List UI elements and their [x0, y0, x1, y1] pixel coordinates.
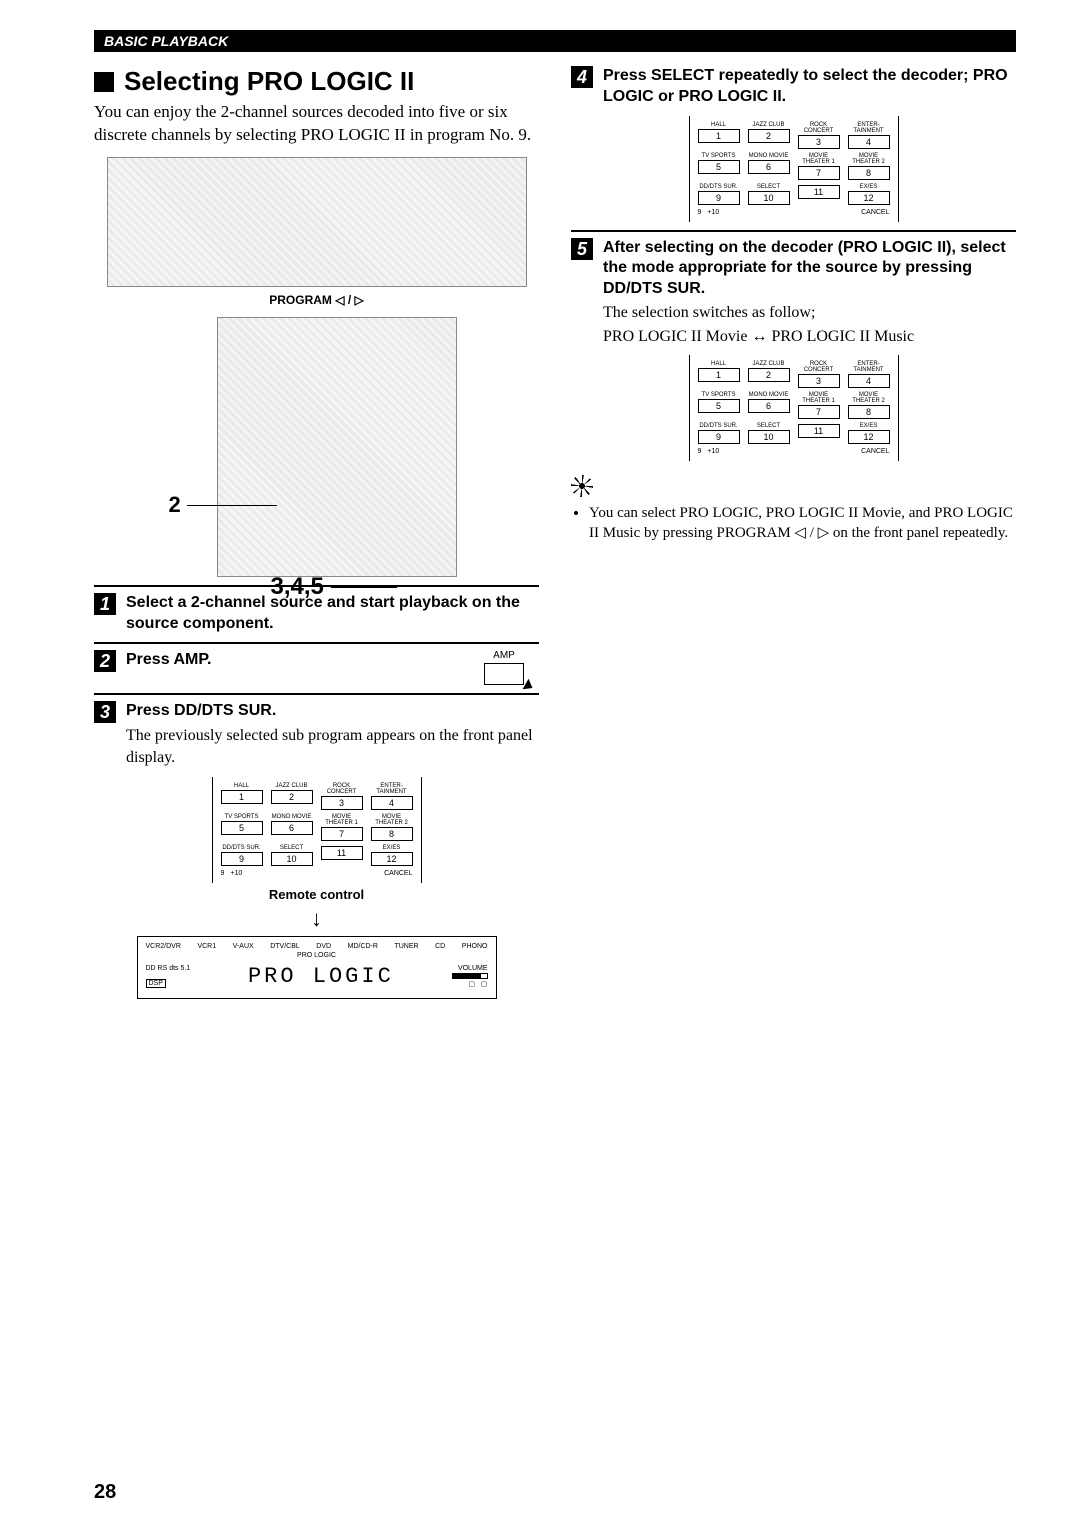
amp-icon: AMP [469, 650, 539, 685]
program-cell: HALL1 [698, 122, 740, 149]
receiver-caption: PROGRAM ◁ / ▷ [94, 293, 539, 307]
program-cell: JAZZ CLUB2 [271, 783, 313, 810]
program-cell: MOVIE THEATER 28 [371, 814, 413, 841]
program-cell: DD/DTS SUR.9 [698, 184, 740, 205]
receiver-figure [107, 157, 527, 287]
display-panel: VCR2/DVR VCR1 V-AUX DTV/CBL DVD MD/CD-R TUNER C… [137, 936, 497, 999]
program-grid-4: HALL1 JAZZ CLUB2 ROCK CONCERT3 ENTER-TAINME… [689, 116, 899, 222]
display-main-text: PRO LOGIC [198, 964, 443, 989]
program-cell: ENTER-TAINMENT4 [848, 361, 890, 388]
program-cell: ENTER-TAINMENT4 [371, 783, 413, 810]
program-cell: TV SPORTS5 [698, 153, 740, 180]
tip-text: You can select PRO LOGIC, PRO LOGIC II M… [589, 503, 1016, 544]
callout-345: 3,4,5 [271, 573, 324, 601]
program-cell: SELECT10 [271, 845, 313, 866]
square-bullet-icon [94, 72, 114, 92]
program-cell: TV SPORTS5 [221, 814, 263, 841]
program-cell: JAZZ CLUB2 [748, 361, 790, 388]
step-4: 4 Press SELECT repeatedly to select the … [571, 60, 1016, 222]
step-num-5: 5 [571, 238, 593, 260]
down-arrow-icon: ↓ [94, 908, 539, 930]
amp-label: AMP [493, 650, 515, 661]
remote-figure [217, 317, 457, 577]
tip-icon [571, 475, 593, 497]
display-source-item: VCR1 [197, 943, 216, 950]
display-sub-label: PRO LOGIC [146, 952, 488, 959]
step-5-body2: PRO LOGIC II Movie ↔ PRO LOGIC II Music [603, 326, 1016, 348]
step-2-title: Press AMP. [126, 650, 211, 671]
display-left-text: DD RS dts 5.1 [146, 965, 191, 972]
intro-text: You can enjoy the 2-channel sources deco… [94, 101, 539, 147]
display-volume-icons: ▢ ▢ [452, 980, 488, 988]
program-cell: JAZZ CLUB2 [748, 122, 790, 149]
program-cell: MONO MOVIE6 [748, 392, 790, 419]
step-num-4: 4 [571, 66, 593, 88]
display-volume-label: VOLUME [452, 965, 488, 972]
program-cell: ROCK CONCERT3 [798, 122, 840, 149]
header-bar: BASIC PLAYBACK [94, 30, 1016, 52]
program-cell: MONO MOVIE6 [748, 153, 790, 180]
program-cell: TV SPORTS5 [698, 392, 740, 419]
display-source-row: VCR2/DVR VCR1 V-AUX DTV/CBL DVD MD/CD-R TUNER C… [146, 943, 488, 950]
program-cell: HALL1 [221, 783, 263, 810]
step-2: 2 Press AMP. AMP [94, 642, 539, 685]
step-3: 3 Press DD/DTS SUR. The previously selec… [94, 693, 539, 998]
program-cell: DD/DTS SUR.9 [221, 845, 263, 866]
step-num-2: 2 [94, 650, 116, 672]
display-source-item: TUNER [394, 943, 418, 950]
program-cell: DD/DTS SUR.9 [698, 423, 740, 444]
display-source-item: PHONO [462, 943, 488, 950]
program-cell: ROCK CONCERT3 [321, 783, 363, 810]
program-cell: 11 [798, 423, 840, 444]
step-3-title: Press DD/DTS SUR. [126, 701, 276, 722]
program-cell: MOVIE THEATER 17 [321, 814, 363, 841]
step-1-title: Select a 2-channel source and start play… [126, 593, 539, 635]
step-num-1: 1 [94, 593, 116, 615]
program-cell: MOVIE THEATER 17 [798, 153, 840, 180]
program-grid-3: HALL1 JAZZ CLUB2 ROCK CONCERT3 ENTER-TAINME… [212, 777, 422, 883]
program-cell: 11 [798, 184, 840, 205]
program-cell: MONO MOVIE6 [271, 814, 313, 841]
display-source-item: MD/CD-R [348, 943, 378, 950]
program-cell: ENTER-TAINMENT4 [848, 122, 890, 149]
display-source-item: V-AUX [233, 943, 254, 950]
right-column: 4 Press SELECT repeatedly to select the … [571, 60, 1016, 999]
program-cell: EX/ES12 [848, 423, 890, 444]
step-num-3: 3 [94, 701, 116, 723]
program-cell: 11 [321, 845, 363, 866]
program-grid-5: HALL1 JAZZ CLUB2 ROCK CONCERT3 ENTER-TAINME… [689, 355, 899, 461]
section-title: Selecting PRO LOGIC II [94, 66, 539, 97]
program-cell: SELECT10 [748, 184, 790, 205]
display-dsp-badge: DSP [146, 979, 166, 988]
program-cell: HALL1 [698, 361, 740, 388]
program-cell: EX/ES12 [848, 184, 890, 205]
display-source-item: DTV/CBL [270, 943, 300, 950]
left-column: Selecting PRO LOGIC II You can enjoy the… [94, 60, 539, 999]
step-5-title: After selecting on the decoder (PRO LOGI… [603, 238, 1016, 300]
display-source-item: CD [435, 943, 445, 950]
step-5: 5 After selecting on the decoder (PRO LO… [571, 230, 1016, 462]
callout-line-2 [187, 505, 277, 506]
step-5-body: The selection switches as follow; [603, 302, 1016, 324]
callout-line-345 [331, 587, 397, 588]
callout-2: 2 [169, 492, 181, 518]
section-title-text: Selecting PRO LOGIC II [124, 66, 414, 97]
program-cell: EX/ES12 [371, 845, 413, 866]
program-cell: MOVIE THEATER 28 [848, 153, 890, 180]
step-3-body: The previously selected sub program appe… [126, 725, 539, 768]
program-cell: SELECT10 [748, 423, 790, 444]
program-cell: ROCK CONCERT3 [798, 361, 840, 388]
display-source-item: DVD [316, 943, 331, 950]
remote-caption-3: Remote control [94, 887, 539, 902]
program-cell: MOVIE THEATER 17 [798, 392, 840, 419]
display-volume-bar [452, 973, 488, 979]
step-4-title: Press SELECT repeatedly to select the de… [603, 66, 1016, 108]
display-source-item: VCR2/DVR [146, 943, 181, 950]
page-number: 28 [94, 1481, 116, 1504]
program-cell: MOVIE THEATER 28 [848, 392, 890, 419]
